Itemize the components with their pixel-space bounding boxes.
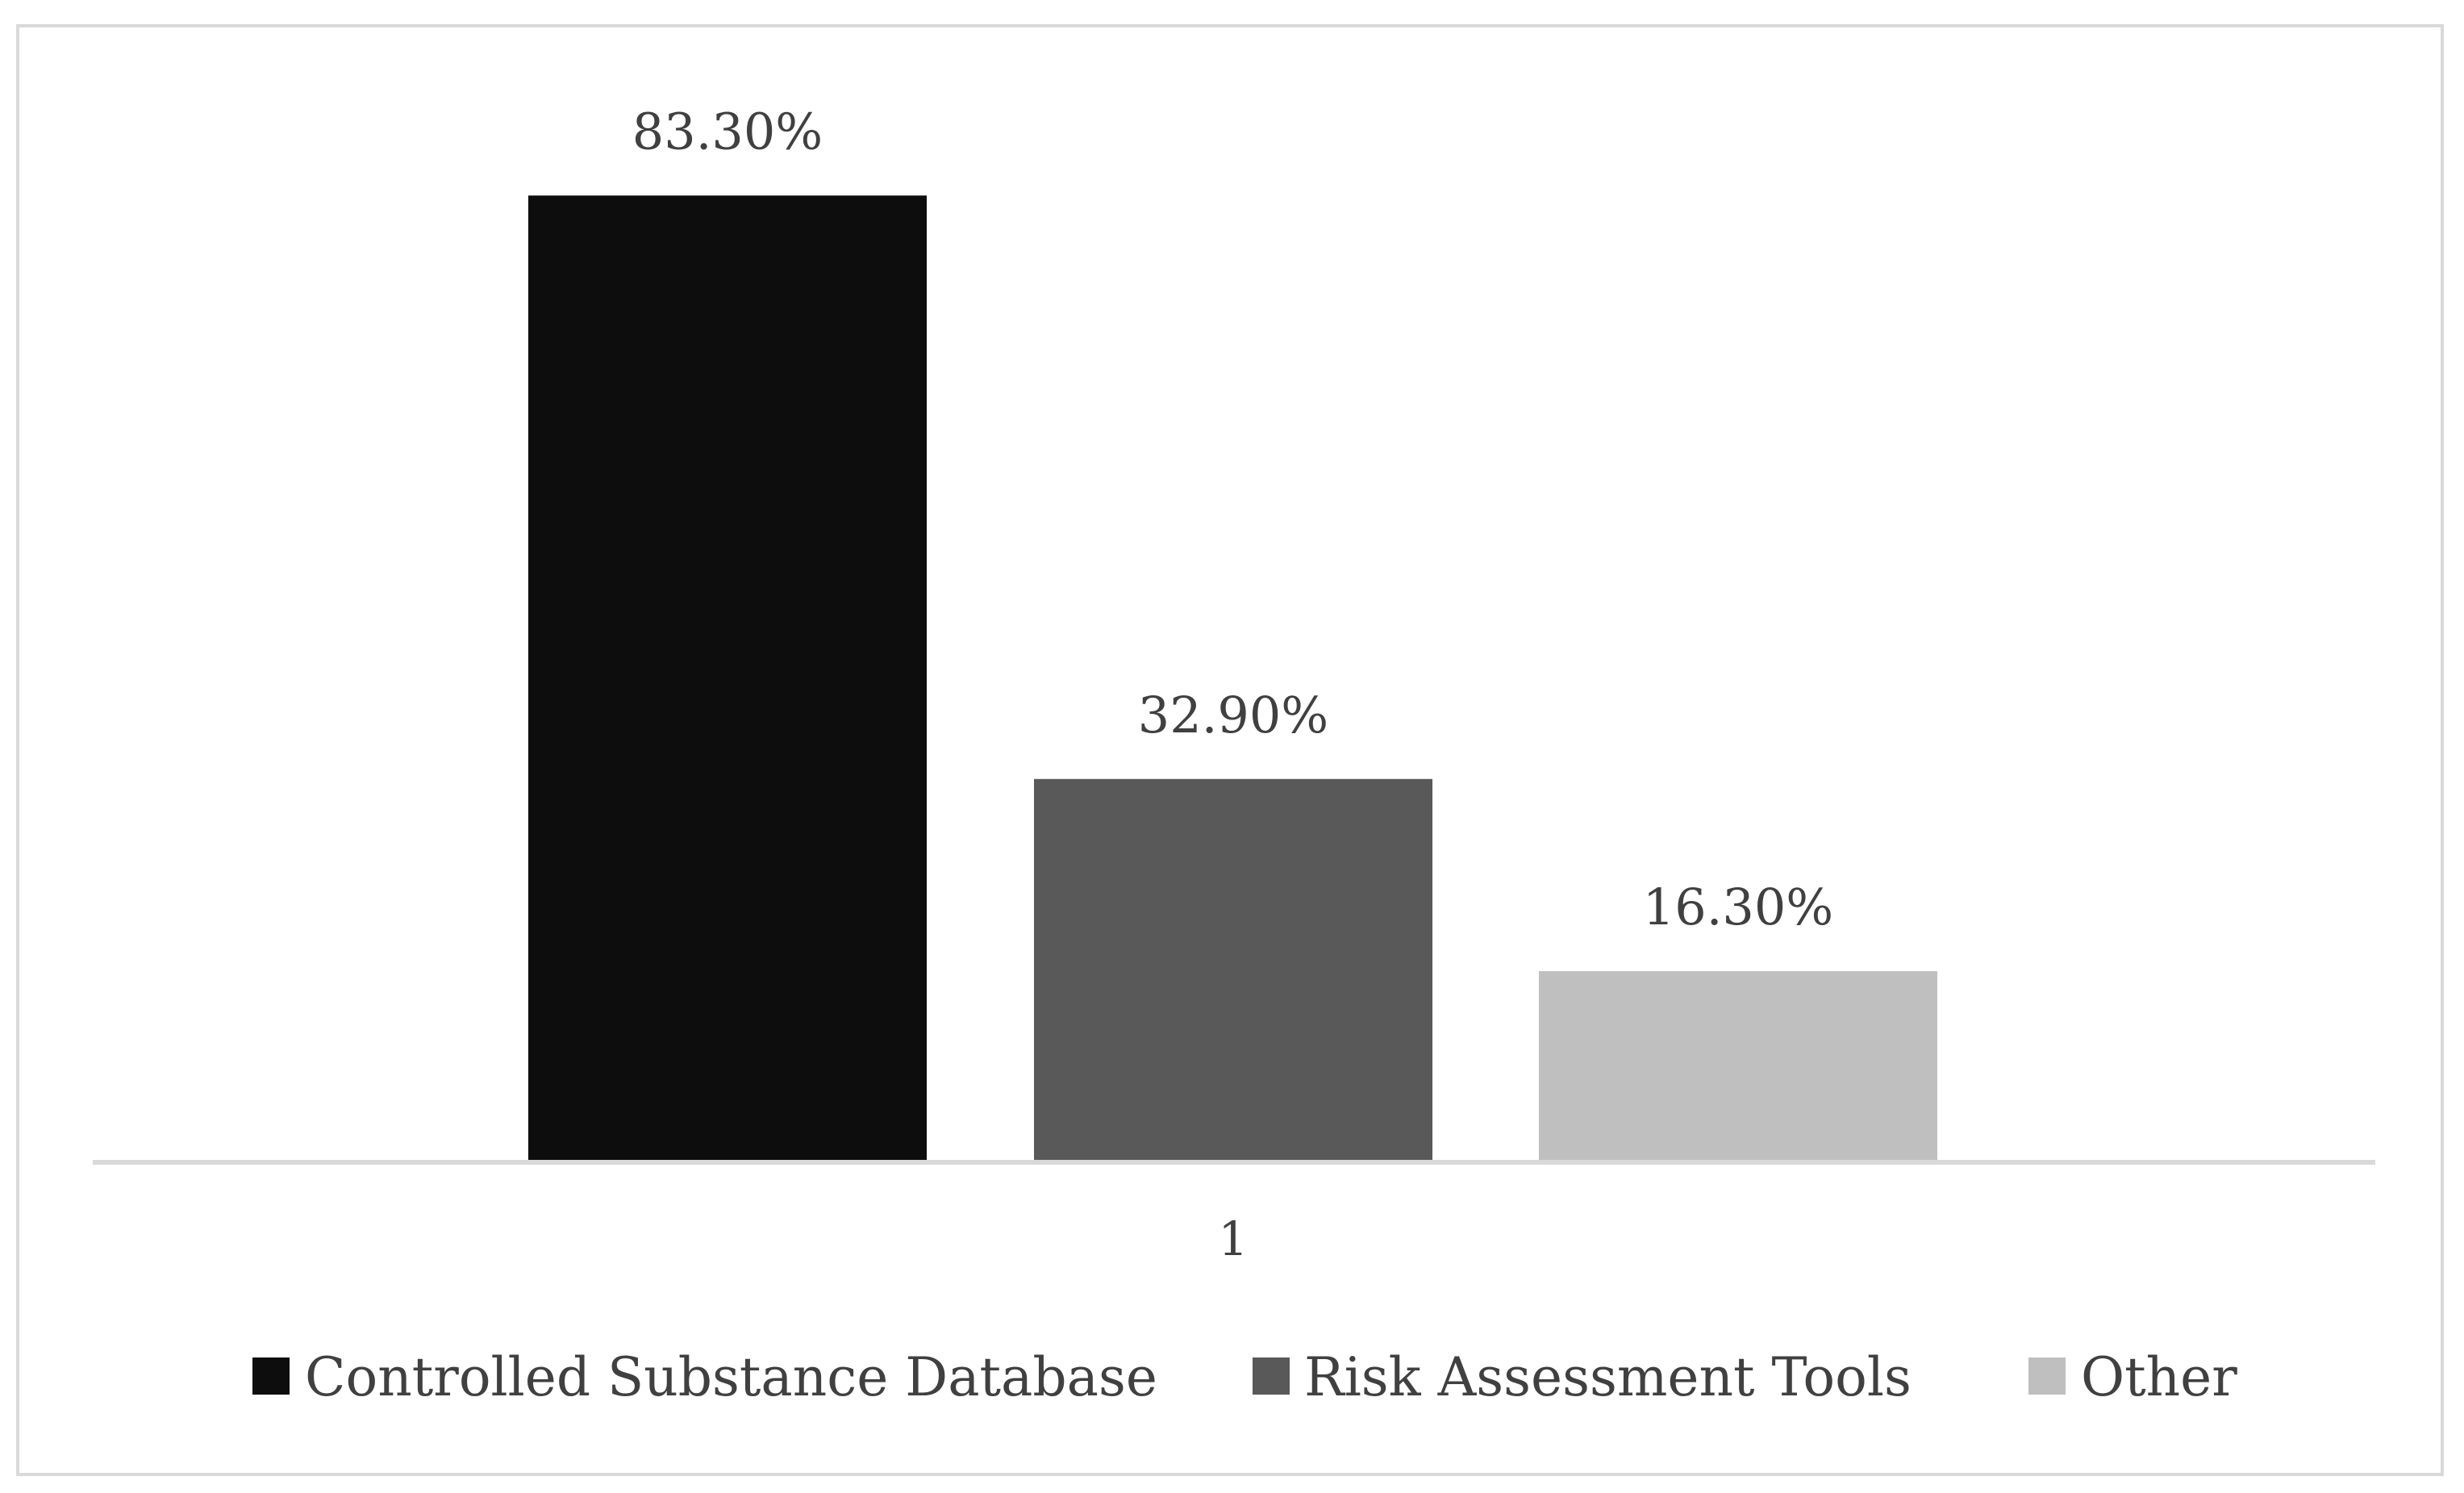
bar-3 (1539, 971, 1937, 1160)
bar-2 (1034, 778, 1432, 1160)
legend-swatch-3 (2028, 1357, 2066, 1395)
legend-swatch-1 (252, 1357, 290, 1395)
legend-label-3: Other (2081, 1346, 2237, 1408)
x-tick-label: 1 (1219, 1211, 1249, 1266)
data-labels-group: 83.30% 32.90% 16.30% (632, 102, 1833, 936)
bars-group (528, 195, 1937, 1160)
data-label-3: 16.30% (1643, 878, 1833, 936)
legend-label-1: Controlled Substance Database (305, 1346, 1157, 1408)
chart-frame (16, 24, 2444, 1476)
bar-1 (528, 195, 927, 1160)
legend: Controlled Substance Database Risk Assess… (252, 1346, 2237, 1408)
legend-label-2: Risk Assessment Tools (1304, 1346, 1912, 1408)
x-tick-labels-group: 1 (1219, 1211, 1249, 1266)
data-label-1: 83.30% (632, 102, 823, 161)
legend-swatch-2 (1253, 1357, 1290, 1395)
data-label-2: 32.90% (1138, 686, 1328, 744)
